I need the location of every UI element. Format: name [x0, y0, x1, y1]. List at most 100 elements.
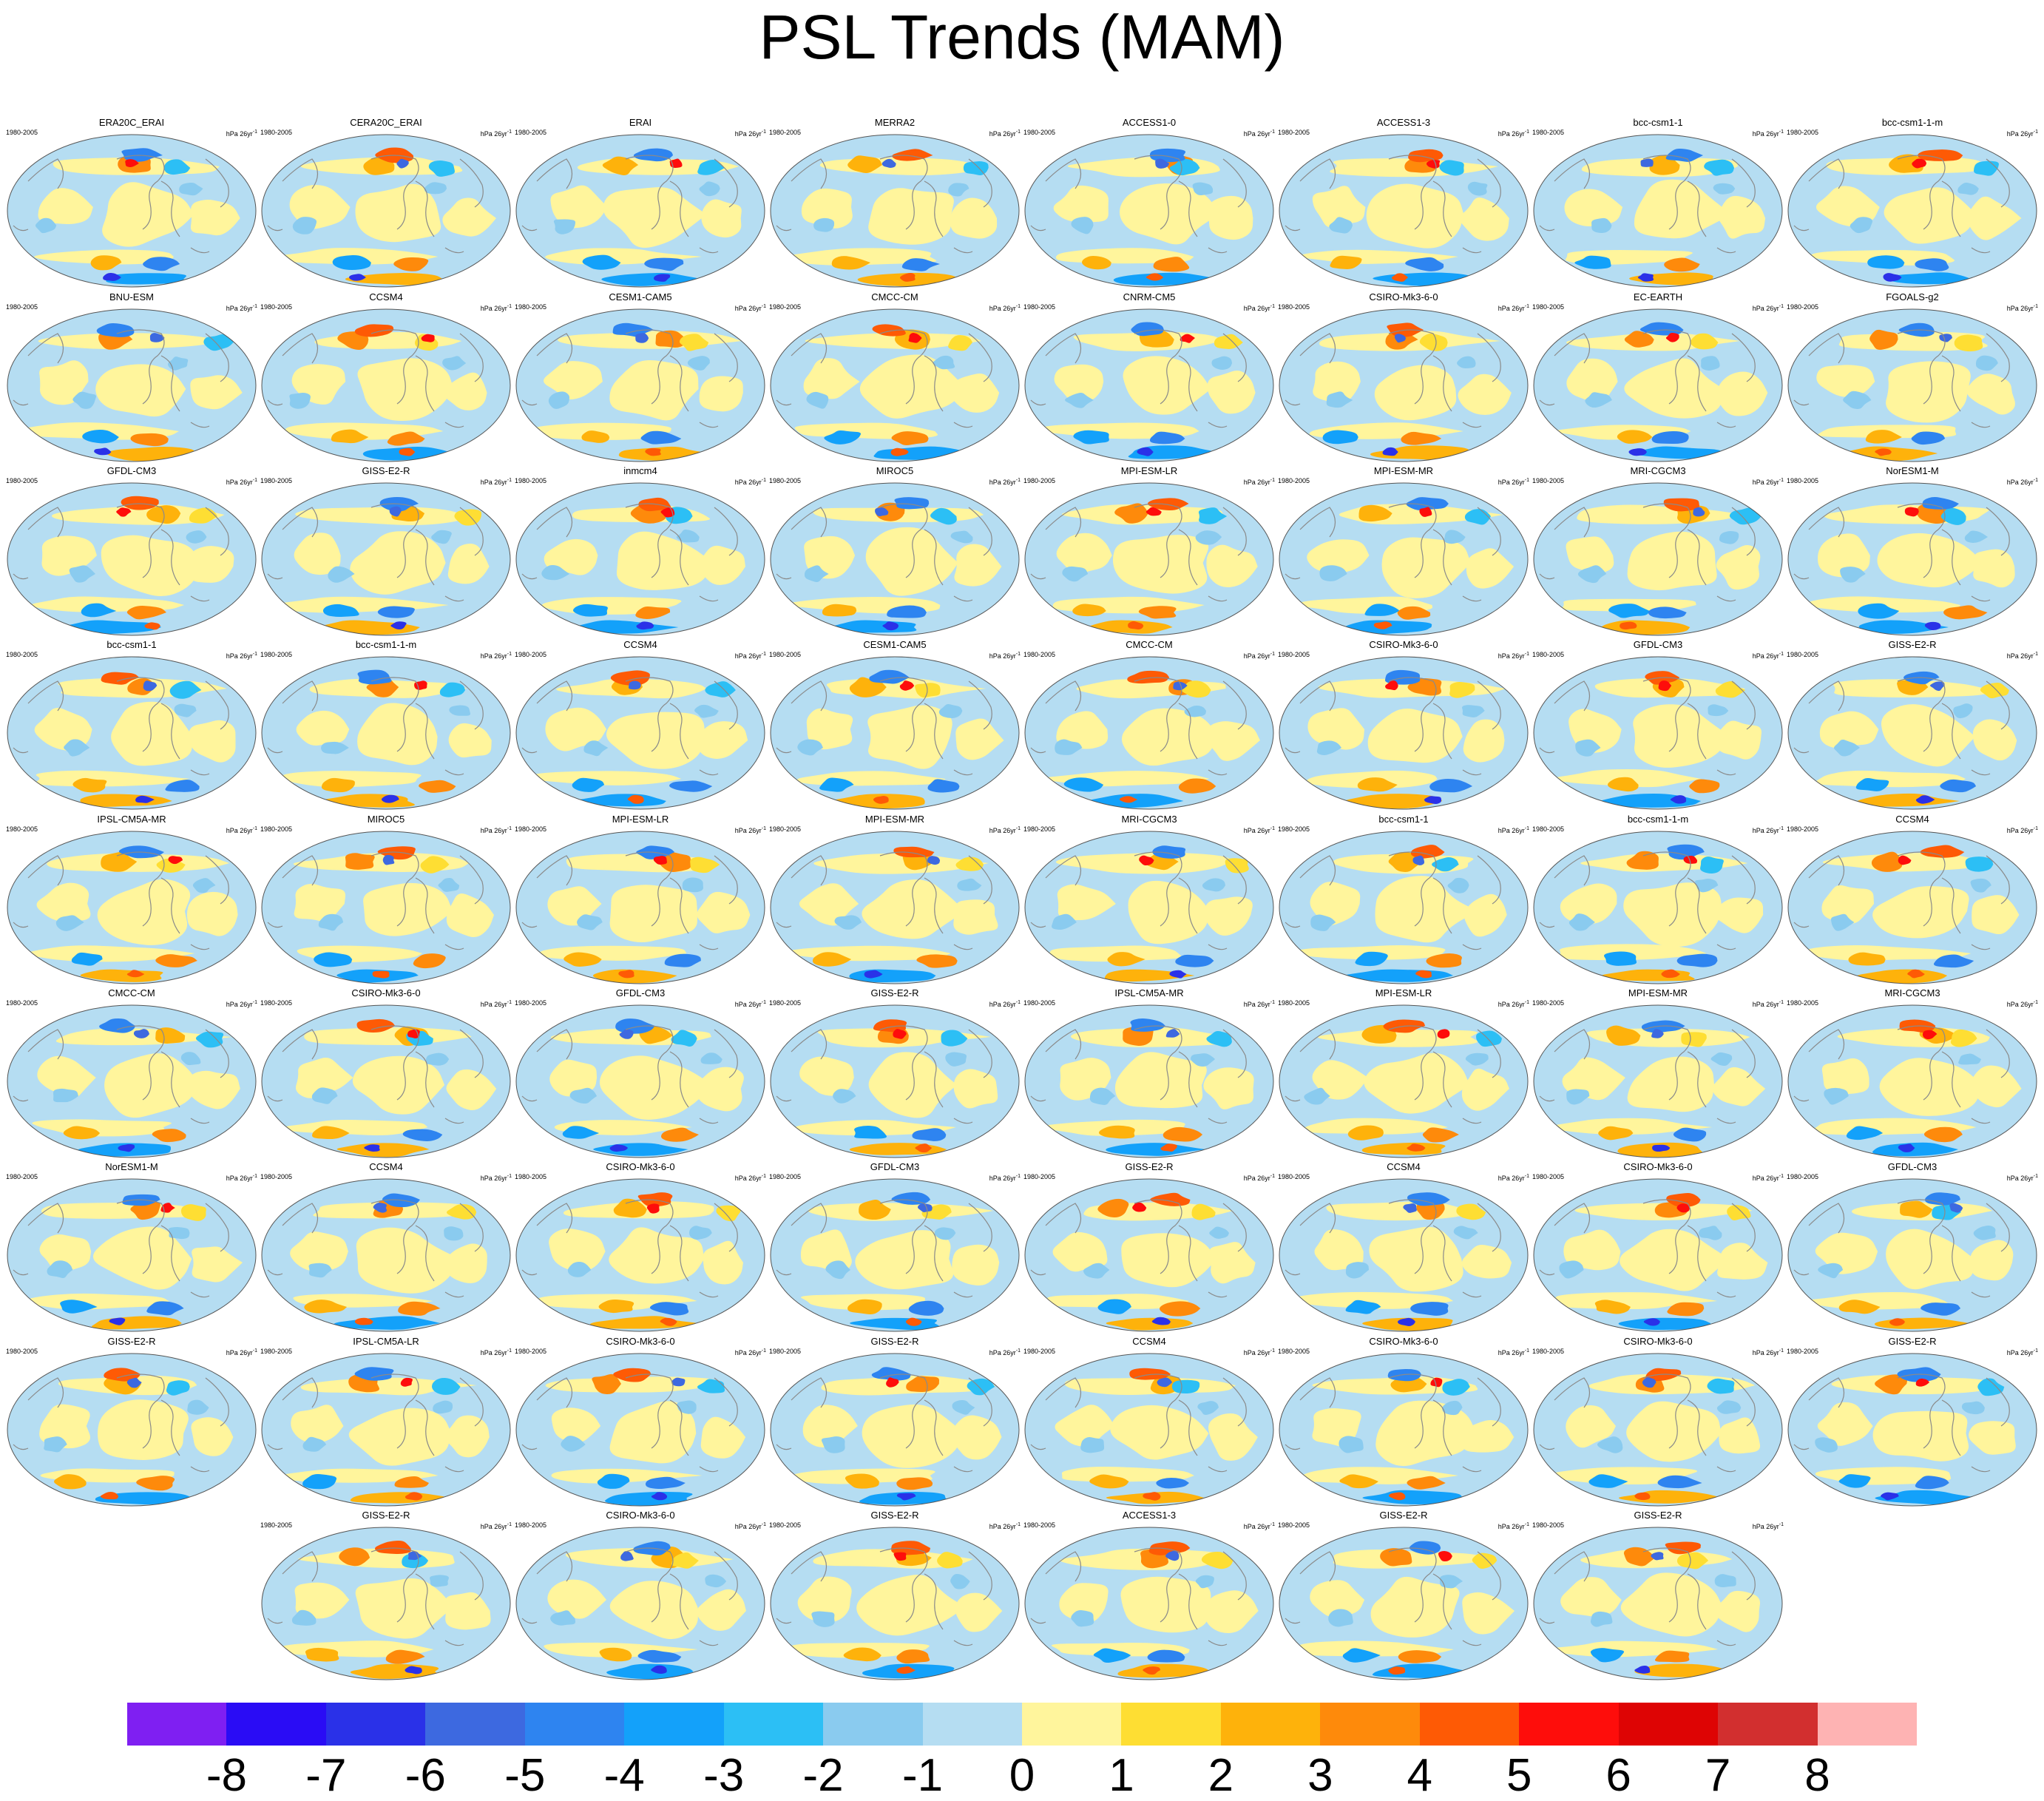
map-boundary	[515, 1353, 765, 1507]
contour-fill	[331, 429, 369, 444]
contour-fill	[1970, 878, 1991, 893]
panel-period: 1980-2005	[260, 303, 293, 311]
contour-fill	[886, 1377, 899, 1388]
contour-fill	[1415, 970, 1432, 979]
coastline	[190, 595, 210, 602]
contour-fill	[1205, 721, 1260, 761]
panel-title: bcc-csm1-1-m	[355, 639, 417, 650]
coastline	[1897, 329, 1946, 405]
contour-fill	[152, 1129, 186, 1143]
coastline	[776, 747, 792, 754]
map-field	[7, 1353, 257, 1507]
map-panel: MRI-CGCM3 1980-2005 hPa 26yr-1	[1022, 814, 1276, 987]
coastline	[444, 1118, 464, 1124]
contour-fill	[1623, 882, 1723, 947]
map-boundary	[261, 134, 511, 288]
contour-fill	[627, 794, 644, 804]
coastline	[625, 155, 674, 230]
contour-fill	[1900, 1200, 1933, 1218]
panel-title: bcc-csm1-1	[1378, 814, 1429, 825]
contour-fill	[784, 248, 936, 266]
contour-fill	[180, 1052, 201, 1066]
panel-title: GFDL-CM3	[1633, 639, 1683, 650]
contour-fill	[687, 356, 710, 371]
panel-period: 1980-2005	[1532, 651, 1565, 658]
coastline	[267, 225, 283, 232]
coastline	[1045, 1551, 1082, 1582]
panel-units: hPa 26yr-1	[1752, 304, 1784, 312]
contour-fill	[441, 372, 487, 410]
coastline	[1208, 1291, 1228, 1298]
coastline	[879, 503, 928, 578]
coastline	[1539, 747, 1555, 754]
coastline	[1716, 769, 1736, 776]
contour-fill	[1667, 844, 1705, 860]
coastline	[791, 1203, 828, 1234]
panel-period: 1980-2005	[1278, 129, 1310, 136]
contour-fill	[1132, 1202, 1147, 1212]
coastline	[444, 595, 464, 602]
coastline	[699, 247, 719, 254]
coastline	[1986, 333, 2010, 382]
map-boundary	[261, 656, 511, 810]
contour-fill	[644, 257, 684, 271]
map-boundary	[1787, 831, 2037, 984]
map-panel: ACCESS1-3 1980-2005 hPa 26yr-1	[1276, 117, 1531, 290]
coastline	[1477, 158, 1501, 208]
coastline	[415, 1225, 435, 1282]
contour-fill	[1461, 1244, 1512, 1279]
contour-fill	[1850, 217, 1873, 234]
contour-fill	[1466, 548, 1515, 589]
coastline	[968, 1029, 992, 1078]
contour-fill	[1969, 1421, 2016, 1455]
contour-fill	[1627, 1056, 1715, 1112]
contour-fill	[545, 707, 606, 751]
contour-fill	[1178, 778, 1216, 794]
map-field	[1533, 308, 1783, 462]
coastline	[924, 529, 944, 586]
contour-fill	[444, 1415, 490, 1458]
coastline	[1554, 158, 1591, 189]
contour-fill	[1566, 1405, 1616, 1448]
contour-fill	[1872, 1410, 1969, 1462]
contour-fill	[1296, 596, 1433, 614]
contour-fill	[116, 507, 132, 517]
panel-units: hPa 26yr-1	[226, 1348, 257, 1356]
panel-period: 1980-2005	[1532, 825, 1565, 833]
contour-fill	[896, 1477, 933, 1490]
panel-period: 1980-2005	[1023, 303, 1056, 311]
contour-fill	[891, 1192, 931, 1205]
coastline	[1731, 1377, 1756, 1427]
panel-period: 1980-2005	[515, 651, 547, 658]
map-boundary	[1533, 831, 1783, 984]
contour-fill	[53, 1474, 87, 1490]
coastline	[1731, 680, 1756, 730]
map-field	[7, 134, 257, 288]
map-boundary	[1024, 656, 1274, 810]
colorbar-box	[1320, 1703, 1421, 1746]
contour-fill	[701, 199, 742, 238]
coastline	[415, 1051, 435, 1108]
map-panel: EC-EARTH 1980-2005 hPa 26yr-1	[1531, 291, 1785, 464]
contour-fill	[143, 257, 180, 271]
panel-units: hPa 26yr-1	[1498, 304, 1529, 312]
contour-fill	[99, 1018, 135, 1033]
coastline	[536, 1377, 573, 1408]
contour-fill	[394, 1476, 430, 1488]
contour-fill	[1397, 606, 1431, 620]
contour-fill	[356, 1018, 396, 1033]
contour-fill	[180, 1204, 206, 1221]
panel-units: hPa 26yr-1	[480, 1522, 512, 1530]
map-panel: IPSL-CM5A-MR 1980-2005 hPa 26yr-1	[4, 814, 259, 987]
contour-fill	[1358, 504, 1392, 522]
contour-fill	[1915, 1476, 1949, 1490]
contour-fill	[856, 1575, 966, 1636]
panel-title: CCSM4	[1132, 1336, 1166, 1347]
contour-fill	[442, 197, 496, 237]
coastline	[282, 1203, 319, 1234]
contour-fill	[106, 273, 187, 285]
coastline	[669, 877, 689, 934]
contour-fill	[953, 1069, 998, 1109]
contour-fill	[613, 1368, 652, 1382]
contour-fill	[609, 1144, 629, 1152]
